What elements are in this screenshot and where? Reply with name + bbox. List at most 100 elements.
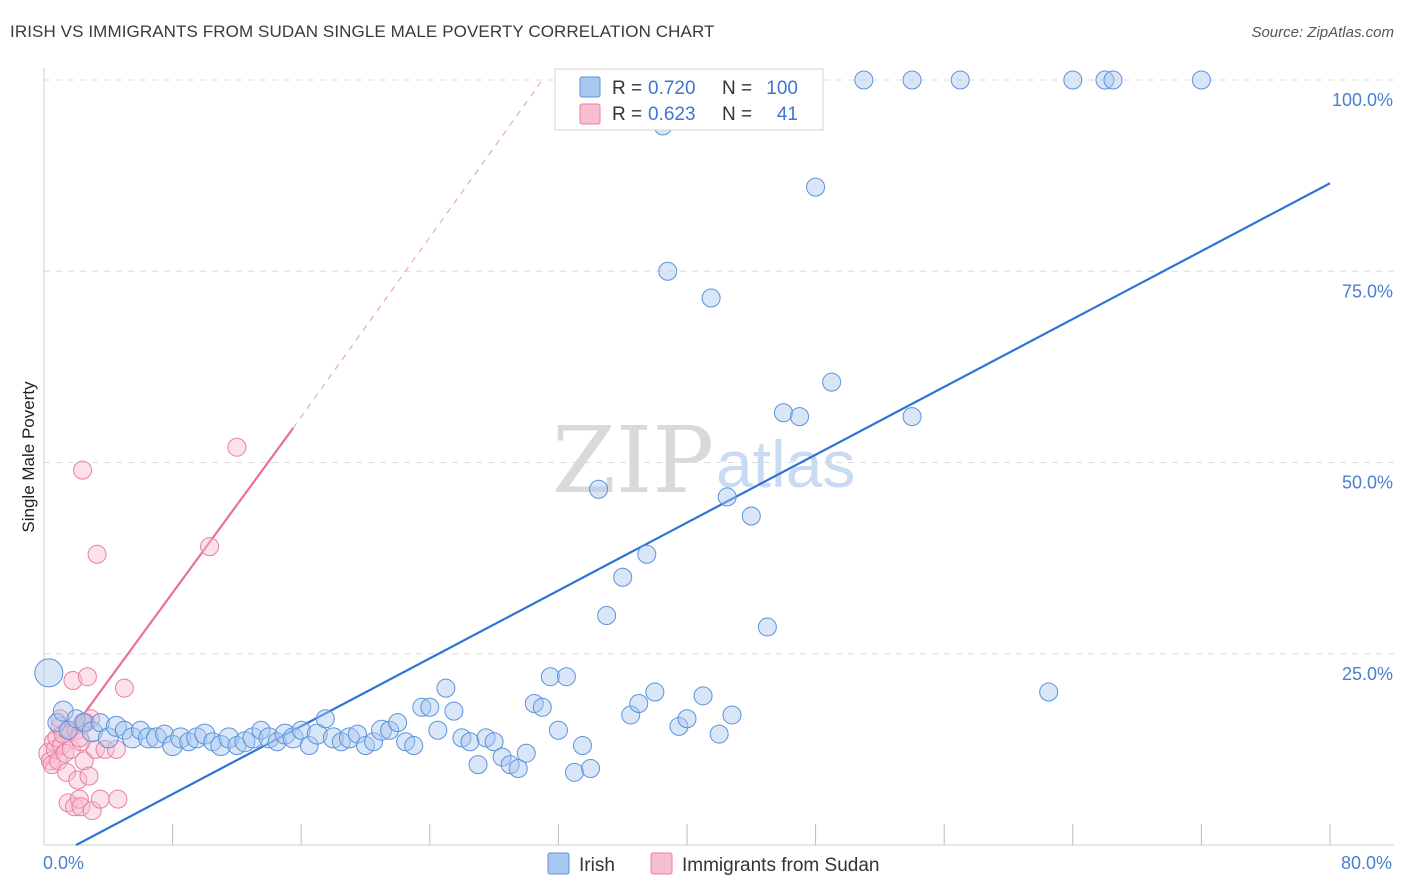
irish-point	[210, 735, 232, 757]
y-tick-labels: 25.0% 50.0% 75.0% 100.0%	[1332, 90, 1393, 684]
irish-point	[58, 720, 78, 740]
legend-irish-n-value: 100	[766, 78, 798, 99]
x-tick-label-max: 80.0%	[1341, 853, 1392, 873]
irish-point	[291, 720, 311, 740]
sudan-point	[90, 789, 110, 809]
irish-point	[74, 713, 94, 733]
y-tick-label-75: 75.0%	[1342, 281, 1393, 301]
irish-point	[741, 506, 761, 526]
x-tick-label-min: 0.0%	[43, 853, 84, 873]
irish-point	[371, 719, 393, 741]
sudan-point	[106, 739, 126, 759]
irish-point	[532, 697, 552, 717]
irish-point	[162, 735, 184, 757]
y-tick-label-50: 50.0%	[1342, 473, 1393, 493]
sudan-point	[68, 770, 88, 790]
irish-point	[516, 743, 536, 763]
irish-point	[540, 667, 560, 687]
sudan-point	[71, 797, 91, 817]
irish-point	[282, 727, 304, 749]
irish-point	[589, 479, 609, 499]
irish-trend-line	[75, 182, 1331, 846]
irish-point	[468, 755, 488, 775]
irish-point	[428, 720, 448, 740]
axes	[43, 68, 1394, 846]
irish-point	[722, 705, 742, 725]
irish-point	[121, 727, 143, 749]
irish-point	[573, 736, 593, 756]
irish-point	[436, 678, 456, 698]
x-ticks	[172, 824, 1331, 845]
irish-point	[597, 606, 617, 625]
sudan-points	[38, 437, 247, 821]
irish-point	[645, 682, 665, 702]
legend-box: R = 0.720 N = 100 R = 0.623 N = 41	[554, 68, 824, 131]
irish-point	[420, 697, 440, 717]
watermark: ZIP atlas	[552, 407, 855, 514]
irish-point	[629, 693, 649, 713]
sudan-point	[73, 460, 93, 480]
watermark-atlas: atlas	[716, 427, 855, 501]
irish-point	[1103, 70, 1123, 90]
sudan-point	[69, 789, 89, 809]
sudan-point	[114, 678, 134, 698]
chart-title: IRISH VS IMMIGRANTS FROM SUDAN SINGLE MA…	[10, 22, 715, 41]
sudan-point	[79, 766, 99, 786]
bottom-legend: Irish Immigrants from Sudan	[547, 852, 879, 876]
irish-point	[613, 567, 633, 587]
irish-point	[902, 70, 922, 90]
bottom-legend-swatch-irish	[547, 852, 570, 875]
source-label: Source: ZipAtlas.com	[1251, 24, 1394, 41]
irish-point	[677, 709, 697, 729]
gridlines	[44, 79, 1394, 655]
sudan-point	[227, 437, 247, 457]
irish-point	[854, 70, 874, 90]
legend-swatch-irish	[579, 76, 601, 98]
sudan-point	[200, 537, 220, 557]
sudan-point	[66, 720, 86, 740]
legend-irish-r-value: 0.720	[648, 78, 696, 99]
irish-point	[47, 713, 67, 733]
irish-point	[251, 720, 271, 740]
irish-point	[902, 407, 922, 427]
y-axis-label: Single Male Poverty	[19, 381, 38, 533]
irish-point	[97, 727, 119, 749]
irish-point	[412, 697, 432, 717]
bottom-legend-swatch-sudan	[650, 852, 673, 875]
bottom-legend-sudan: Immigrants from Sudan	[682, 855, 879, 876]
irish-point	[114, 720, 134, 740]
sudan-point	[63, 671, 83, 691]
legend-swatch-sudan	[579, 103, 601, 125]
irish-point	[492, 747, 512, 767]
irish-point	[693, 686, 713, 706]
irish-point	[637, 544, 657, 564]
y-tick-label-100: 100.0%	[1332, 90, 1393, 110]
irish-point	[773, 403, 793, 423]
sudan-point	[61, 739, 81, 759]
irish-point	[218, 727, 240, 749]
irish-point	[717, 487, 737, 507]
irish-point	[364, 732, 384, 752]
irish-point	[484, 732, 504, 752]
irish-point	[388, 713, 408, 733]
irish-point	[621, 705, 641, 725]
legend-sudan-n-value: 41	[777, 104, 798, 125]
bottom-legend-irish: Irish	[579, 855, 615, 876]
irish-point	[460, 732, 480, 752]
irish-point	[34, 658, 64, 688]
irish-point	[1039, 682, 1059, 702]
irish-point	[380, 720, 400, 740]
irish-point	[508, 759, 528, 778]
irish-points	[34, 70, 1211, 782]
irish-point	[790, 407, 810, 427]
irish-point	[347, 724, 367, 744]
irish-point	[556, 667, 576, 687]
sudan-point	[48, 751, 68, 771]
watermark-zip: ZIP	[552, 407, 714, 514]
irish-point	[155, 724, 175, 744]
irish-point	[548, 720, 568, 740]
sudan-point	[74, 751, 94, 771]
irish-point	[444, 701, 464, 721]
irish-point	[404, 736, 424, 756]
